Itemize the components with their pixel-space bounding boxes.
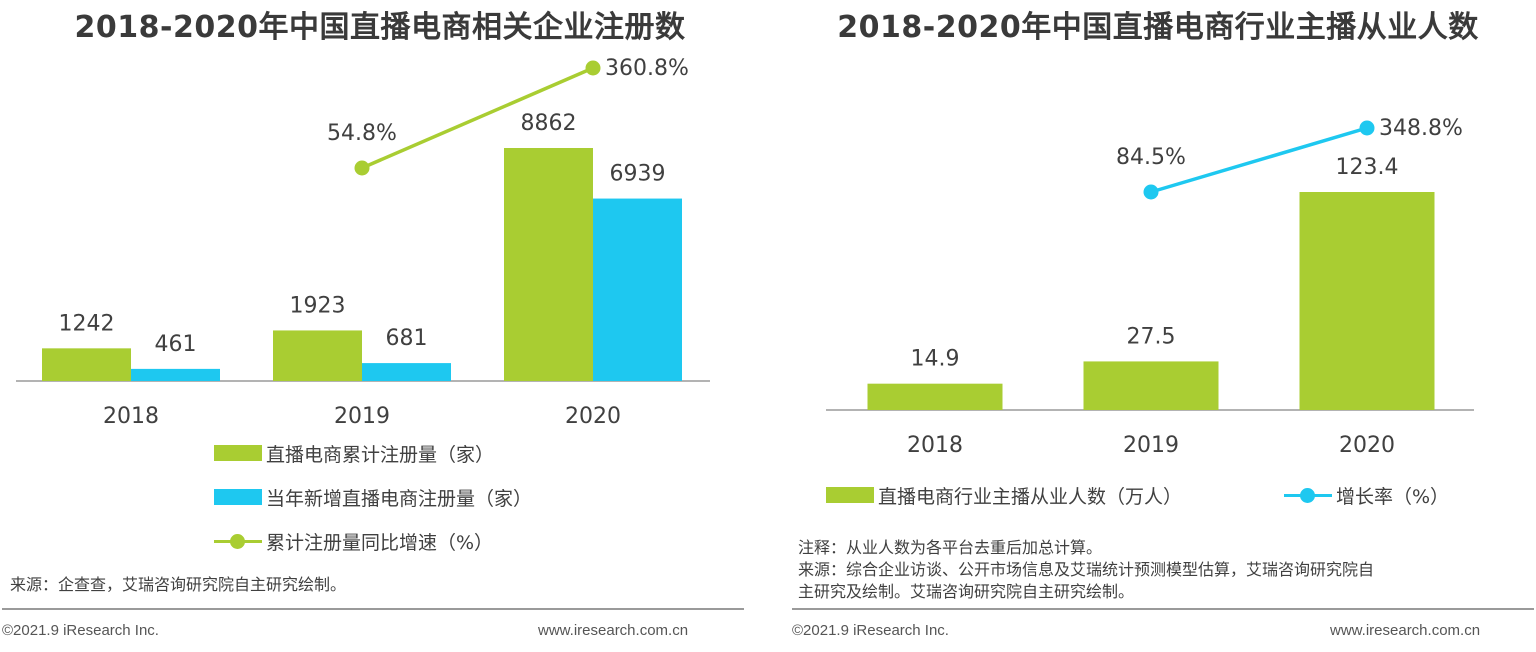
- left-chart-panel: 2018-2020年中国直播电商相关企业注册数 1242 461 2018 1923 6…: [0, 0, 760, 652]
- legend-swatch-green-bar: [214, 445, 262, 461]
- left-x-tick-label: 2018: [103, 404, 159, 429]
- right-growth-point: [1359, 120, 1375, 136]
- right-bar-label: 14.9: [911, 347, 960, 372]
- left-bar-label: 1923: [290, 293, 346, 318]
- legend-label: 直播电商累计注册量（家）: [266, 443, 495, 466]
- left-bar-label: 681: [386, 326, 428, 351]
- left-bar: [362, 363, 451, 381]
- left-growth-line: [361, 66, 594, 170]
- right-bar-label: 123.4: [1336, 155, 1399, 180]
- legend-item-anchors: 直播电商行业主播从业人数（万人）: [826, 483, 1183, 508]
- left-growth-point: [585, 60, 601, 76]
- left-bar: [504, 148, 593, 381]
- right-chart-title: 2018-2020年中国直播电商行业主播从业人数: [837, 10, 1479, 45]
- left-footer-divider: [2, 608, 744, 610]
- legend-swatch-blue-bar: [214, 489, 262, 505]
- legend-swatch-green-line: [214, 533, 262, 549]
- legend-swatch-blue-line: [1284, 487, 1332, 503]
- legend-item-growth: 累计注册量同比增速（%）: [214, 529, 494, 554]
- left-growth-label: 360.8%: [605, 56, 689, 81]
- left-footer-website: www.iresearch.com.cn: [538, 622, 689, 639]
- right-x-tick-label: 2020: [1339, 433, 1395, 458]
- legend-swatch-green-bar: [826, 487, 874, 503]
- legend-label: 累计注册量同比增速（%）: [266, 531, 494, 554]
- left-bar-label: 6939: [610, 162, 666, 187]
- right-growth-point: [1143, 184, 1159, 200]
- left-chart-title: 2018-2020年中国直播电商相关企业注册数: [74, 10, 686, 45]
- right-note-line-3: 主研究及绘制。艾瑞咨询研究院自主研究绘制。: [798, 582, 1135, 601]
- legend-label: 直播电商行业主播从业人数（万人）: [878, 485, 1183, 508]
- left-growth-point: [354, 160, 370, 176]
- left-growth-label: 54.8%: [327, 121, 397, 146]
- left-x-tick-label: 2019: [334, 404, 390, 429]
- left-x-tick-label: 2020: [565, 404, 621, 429]
- legend-item-new: 当年新增直播电商注册量（家）: [214, 485, 533, 510]
- right-growth-label: 348.8%: [1379, 116, 1463, 141]
- right-x-tick-label: 2018: [907, 433, 963, 458]
- legend-label: 当年新增直播电商注册量（家）: [266, 487, 533, 510]
- right-x-tick-label: 2019: [1123, 433, 1179, 458]
- left-chart-plot: 1242 461 2018 1923 681 2019 8862 6939 2020 54.8% 3…: [16, 56, 710, 429]
- right-footer-website: www.iresearch.com.cn: [1330, 622, 1481, 639]
- right-bar: [1299, 192, 1435, 410]
- right-bar-label: 27.5: [1127, 324, 1176, 349]
- right-footer-copyright: ©2021.9 iResearch Inc.: [792, 622, 949, 639]
- right-note-line-1: 注释：从业人数为各平台去重后加总计算。: [798, 538, 1103, 557]
- legend-item-cumulative: 直播电商累计注册量（家）: [214, 441, 495, 466]
- right-footer-divider: [792, 608, 1534, 610]
- left-bar: [593, 198, 682, 381]
- left-bar-label: 461: [155, 332, 197, 357]
- right-chart-panel: 2018-2020年中国直播电商行业主播从业人数 14.9 2018 27.5 201…: [780, 0, 1536, 652]
- legend-label: 增长率（%）: [1336, 485, 1450, 508]
- right-bar: [867, 383, 1003, 410]
- left-bar: [131, 368, 220, 381]
- left-source-note: 来源：企查查，艾瑞咨询研究院自主研究绘制。: [10, 575, 347, 594]
- right-growth-label: 84.5%: [1116, 145, 1186, 170]
- right-growth-line: [1150, 126, 1368, 194]
- left-bar-label: 1242: [59, 311, 115, 336]
- legend-item-rate: 增长率（%）: [1284, 483, 1450, 508]
- right-bar: [1083, 361, 1219, 410]
- right-note-line-2: 来源：综合企业访谈、公开市场信息及艾瑞统计预测模型估算，艾瑞咨询研究院自: [798, 560, 1375, 579]
- right-chart-plot: 14.9 2018 27.5 2019 123.4 2020 84.5% 348.8%: [826, 116, 1474, 458]
- left-bar: [273, 330, 362, 381]
- left-footer-copyright: ©2021.9 iResearch Inc.: [2, 622, 159, 639]
- left-bar-label: 8862: [521, 111, 577, 136]
- left-bar: [42, 348, 131, 381]
